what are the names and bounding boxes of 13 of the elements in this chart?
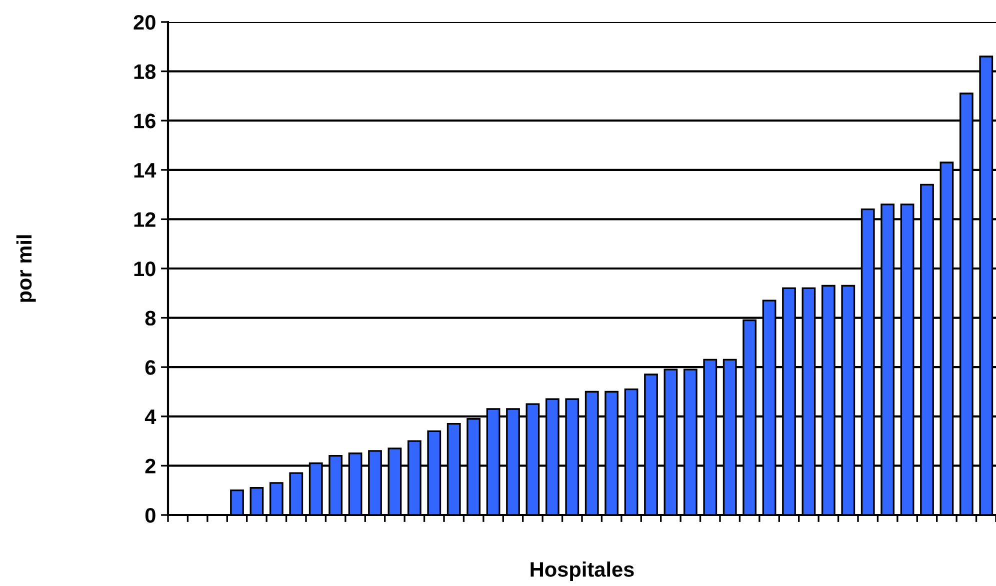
y-tick-label: 6 <box>145 360 156 375</box>
y-axis-title: por mil <box>16 235 36 302</box>
y-tick-label: 4 <box>144 410 156 424</box>
y-tick-label: 12 <box>134 212 156 227</box>
y-tick-label: 10 <box>134 262 156 276</box>
y-tick-label: 18 <box>134 64 156 80</box>
y-tick-label: 8 <box>145 310 156 326</box>
y-tick-label: 14 <box>134 163 156 178</box>
x-axis-title: Hospitales <box>530 562 634 581</box>
y-tick-label: 0 <box>145 508 156 523</box>
y-tick-label: 20 <box>134 15 156 30</box>
y-tick-label: 16 <box>134 114 156 128</box>
y-tick-label: 2 <box>145 458 156 474</box>
